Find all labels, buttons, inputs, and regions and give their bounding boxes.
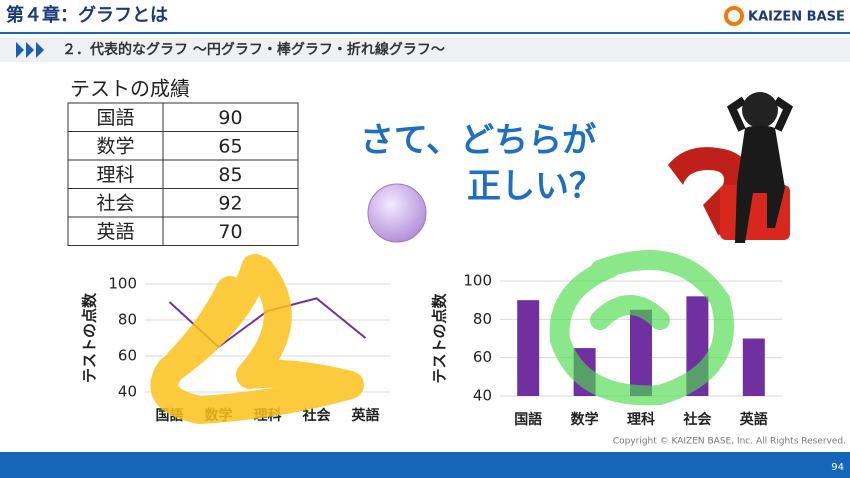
question-line: さて、どちらが [360, 121, 596, 161]
thinking-figure [668, 92, 794, 243]
table-text: 65 [218, 135, 242, 157]
bar [517, 300, 540, 396]
table-text: 92 [218, 192, 242, 214]
y-axis-label: テストの点数 [81, 292, 99, 383]
x-tick-label: 理科 [627, 411, 655, 428]
x-tick-label: 社会 [302, 407, 332, 424]
subtitle-band [0, 38, 850, 62]
question-line: 正しい？ [467, 167, 603, 207]
x-tick-label: 英語 [739, 411, 768, 428]
table-text: 90 [218, 107, 242, 129]
y-tick-label: 40 [118, 383, 137, 401]
x-tick-label: 数学 [571, 411, 599, 428]
header-title: 第４章：グラフとは [6, 4, 168, 26]
logo-icon [724, 6, 744, 26]
table-text: 数学 [96, 135, 134, 157]
page-number: 94 [831, 462, 844, 473]
table-text: 社会 [96, 192, 134, 214]
bar [742, 338, 765, 396]
y-tick-label: 40 [473, 387, 492, 405]
y-tick-label: 60 [473, 348, 492, 366]
subtitle: ２．代表的なグラフ ～円グラフ・棒グラフ・折れ線グラフ～ [62, 41, 445, 58]
table-text: 85 [218, 164, 242, 186]
table-text: 70 [218, 221, 242, 243]
chevrons [16, 42, 44, 58]
yellow-scribble [150, 254, 364, 424]
table-cell [162, 216, 299, 246]
y-tick-label: 100 [108, 275, 137, 293]
table: 国語 90 数学 65 理科 85 社会 92 英語 70 [67, 102, 299, 246]
x-tick-label: 英語 [351, 407, 380, 424]
y-tick-label: 80 [473, 310, 492, 328]
x-tick-label: 社会 [682, 411, 712, 428]
bar [630, 309, 652, 396]
y-tick-label: 60 [118, 347, 137, 365]
table-title: テストの成績 [70, 77, 190, 101]
green-scribble [549, 250, 734, 406]
table-text: 国語 [96, 107, 134, 129]
y-tick-label: 100 [463, 272, 492, 290]
x-tick-label: 国語 [514, 411, 542, 428]
table-text: 英語 [96, 221, 134, 243]
copyright: Copyright © KAIZEN BASE, Inc. All Rights… [613, 437, 846, 447]
footer-bar [0, 452, 850, 478]
logo: KAIZEN BASE [748, 10, 845, 25]
sphere [367, 183, 427, 243]
y-tick-label: 80 [118, 311, 137, 329]
y-axis-label: テストの点数 [431, 293, 449, 384]
table-text: 理科 [96, 164, 134, 186]
